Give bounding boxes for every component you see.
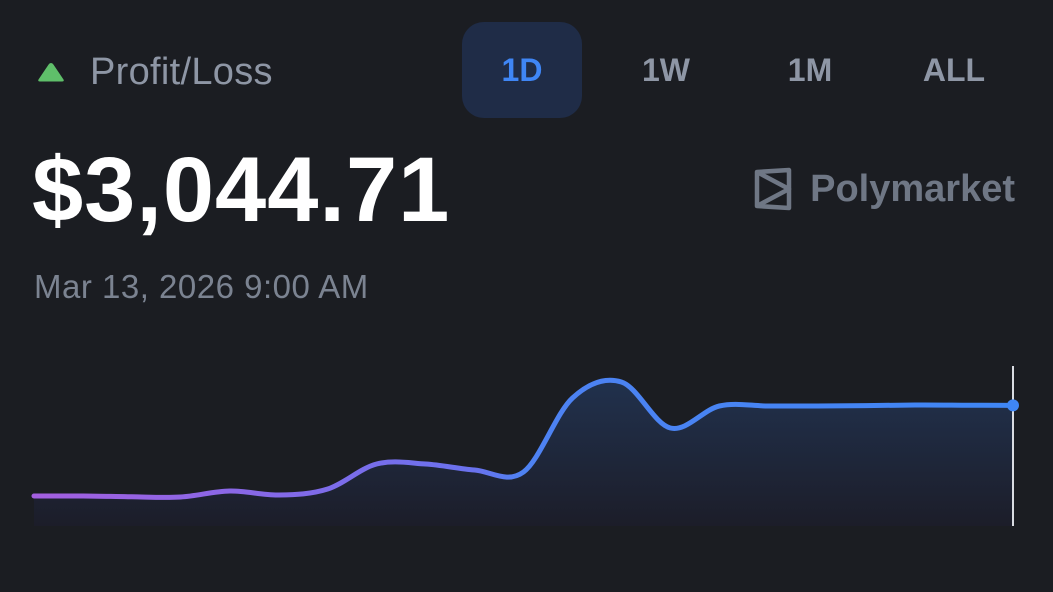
profit-loss-value: $3,044.71 — [32, 139, 451, 241]
chart-line — [31, 377, 1016, 500]
triangle-up-icon — [36, 60, 66, 84]
pnl-chart — [31, 366, 1019, 526]
chart-area-fill — [34, 380, 1013, 526]
tab-1m[interactable]: 1M — [787, 51, 833, 88]
polymarket-logo-icon — [752, 166, 796, 212]
brand-name: Polymarket — [810, 167, 1015, 210]
tab-all[interactable]: ALL — [922, 51, 986, 88]
time-range-tabs: 1D 1W 1M ALL — [462, 22, 1014, 118]
card-header: Profit/Loss — [36, 48, 273, 96]
brand: Polymarket — [752, 166, 1015, 212]
timestamp: Mar 13, 2026 9:00 AM — [34, 268, 369, 305]
tab-1d[interactable]: 1D — [462, 22, 582, 118]
card-title: Profit/Loss — [90, 50, 273, 93]
tab-1w[interactable]: 1W — [642, 51, 690, 88]
chart-cursor-dot[interactable] — [1007, 399, 1019, 412]
